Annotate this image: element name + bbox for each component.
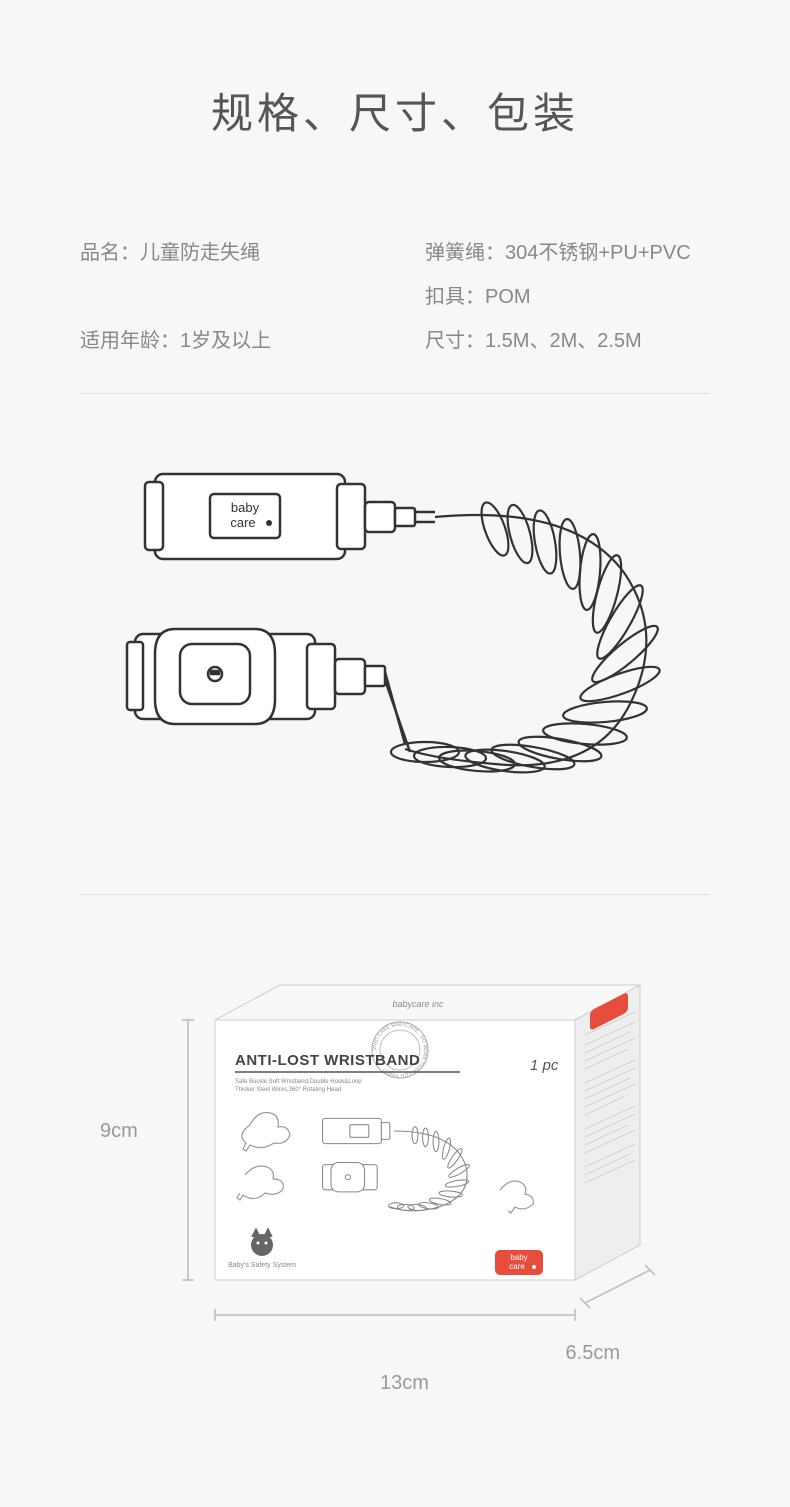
package-box-icon: babycare inc WHO CARE BABYCARE · DO MORE… <box>180 955 720 1375</box>
badge-line-1: baby <box>510 1253 527 1262</box>
brand-text-2: care <box>230 515 255 530</box>
specs-table: 品名：儿童防走失绳 适用年龄：1岁及以上 弹簧绳：304不锈钢+PU+PVC 扣… <box>80 231 710 363</box>
spec-row: 弹簧绳：304不锈钢+PU+PVC <box>425 231 710 275</box>
dimension-width: 13cm <box>380 1372 429 1395</box>
box-title: ANTI-LOST WRISTBAND <box>235 1052 420 1069</box>
spec-label: 扣具： <box>425 286 485 308</box>
dimension-height: 9cm <box>100 1120 138 1143</box>
spec-row: 尺寸：1.5M、2M、2.5M <box>425 319 710 363</box>
spec-row: 品名：儿童防走失绳 <box>80 231 365 275</box>
divider <box>80 393 710 394</box>
brand-text-1: baby <box>231 500 260 515</box>
safety-text: Baby's Safety System <box>228 1262 296 1269</box>
spec-value: 儿童防走失绳 <box>140 242 260 264</box>
box-subtitle-2: Thicker Steel Wires,360° Rotating Head <box>235 1087 341 1093</box>
badge-line-2: care <box>509 1262 525 1271</box>
spec-value: 1岁及以上 <box>180 330 271 352</box>
package-diagram: 9cm 13cm 6.5cm <box>80 955 710 1375</box>
spec-row: 扣具：POM <box>425 275 710 319</box>
spec-value: 304不锈钢+PU+PVC <box>505 242 691 264</box>
box-qty: 1 pc <box>530 1057 559 1074</box>
spec-label: 弹簧绳： <box>425 242 505 264</box>
box-brand-top: babycare inc <box>392 999 445 1009</box>
divider <box>80 894 710 895</box>
product-line-drawing: baby care <box>80 454 710 834</box>
specs-col-left: 品名：儿童防走失绳 适用年龄：1岁及以上 <box>80 231 365 363</box>
spec-label: 适用年龄： <box>80 330 180 352</box>
spec-label: 尺寸： <box>425 330 485 352</box>
spec-label: 品名： <box>80 242 140 264</box>
page-title: 规格、尺寸、包装 <box>80 80 710 141</box>
spec-value: POM <box>485 286 531 308</box>
box-subtitle-1: Safe Buckle,Soft Wristband,Double Hook&L… <box>235 1079 362 1085</box>
specs-col-right: 弹簧绳：304不锈钢+PU+PVC 扣具：POM 尺寸：1.5M、2M、2.5M <box>425 231 710 363</box>
spec-row: 适用年龄：1岁及以上 <box>80 319 365 363</box>
spec-value: 1.5M、2M、2.5M <box>485 330 642 352</box>
